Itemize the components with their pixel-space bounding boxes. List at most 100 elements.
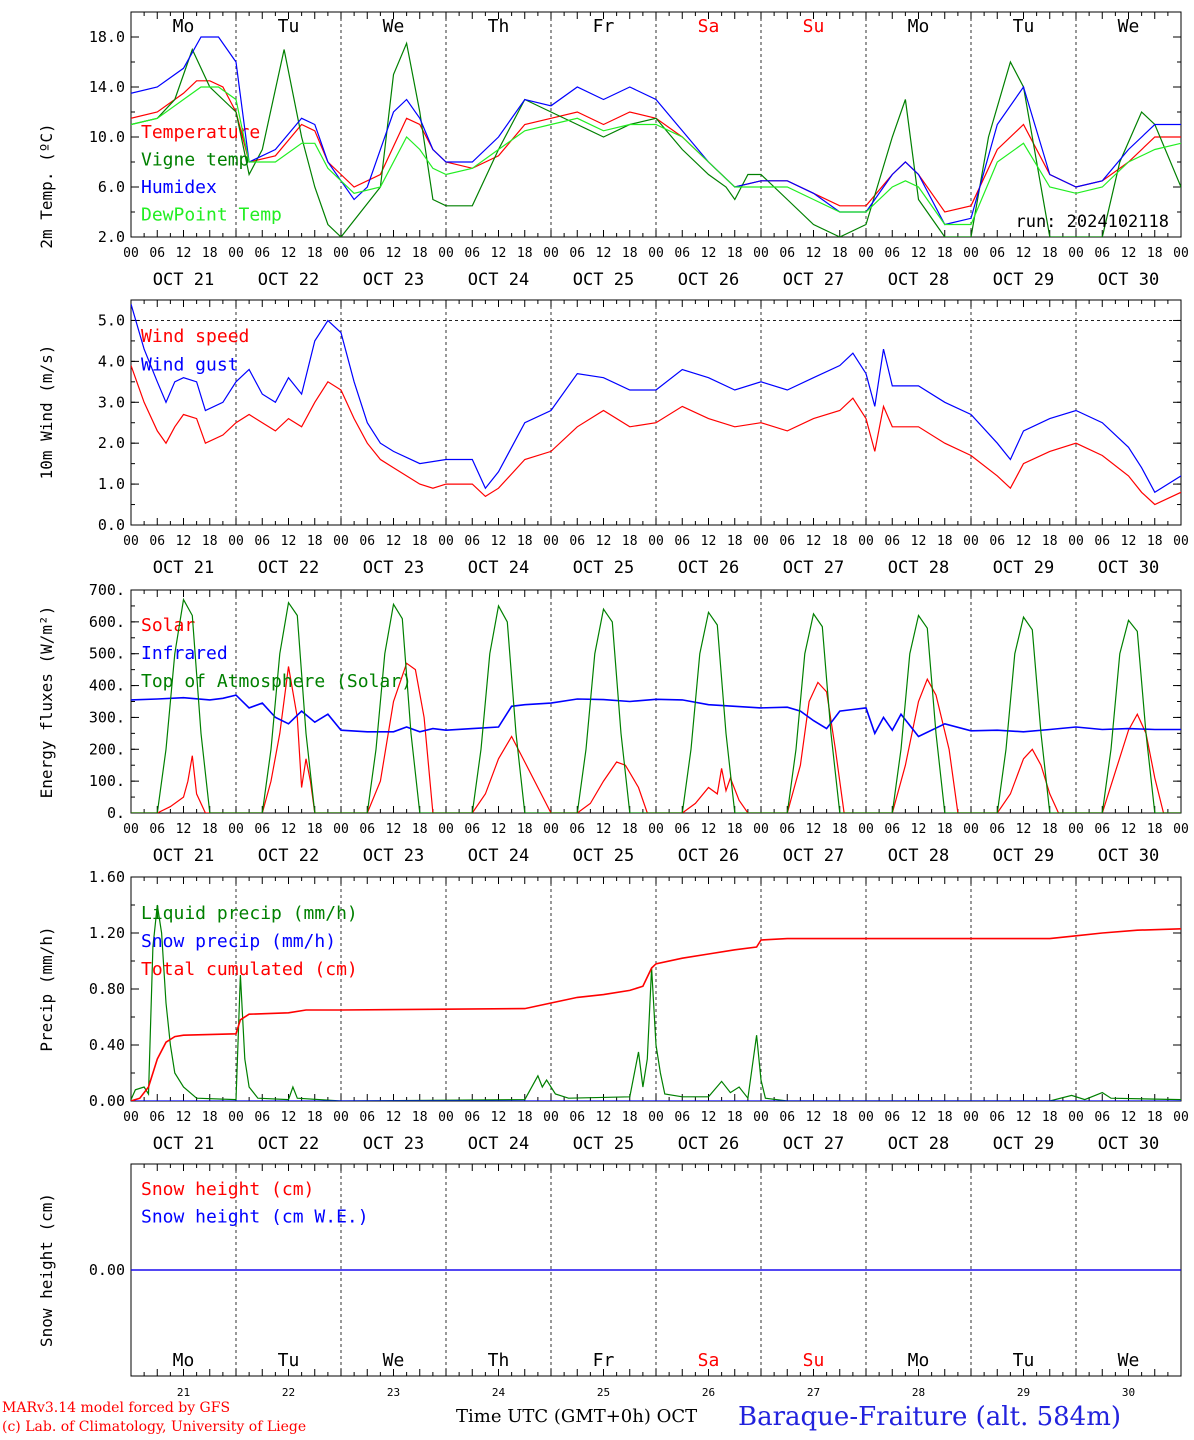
x-hour-label: 06 — [254, 246, 270, 261]
y-tick-label: 0.00 — [89, 1261, 125, 1279]
x-hour-label: 00 — [963, 534, 979, 549]
x-hour-label: 12 — [806, 822, 822, 837]
x-hour-label: 00 — [1068, 534, 1084, 549]
lab-credit: (c) Lab. of Climatology, University of L… — [2, 1419, 307, 1435]
x-hour-label: 06 — [149, 822, 165, 837]
x-hour-label: 00 — [1173, 534, 1189, 549]
x-hour-label: 18 — [727, 246, 743, 261]
x-date-label: OCT 27 — [783, 1134, 844, 1154]
x-hour-label: 00 — [543, 246, 559, 261]
day-number-label: 29 — [1017, 1386, 1030, 1399]
x-hour-label: 18 — [517, 1110, 533, 1125]
x-hour-label: 00 — [753, 1110, 769, 1125]
series-line-humidex — [131, 36, 1181, 226]
x-date-label: OCT 24 — [468, 846, 529, 866]
x-hour-label: 12 — [1121, 534, 1137, 549]
x-date-label: OCT 29 — [993, 1134, 1054, 1154]
x-hour-label: 18 — [937, 246, 953, 261]
x-hour-label: 18 — [202, 822, 218, 837]
x-hour-label: 18 — [1042, 534, 1058, 549]
x-hour-label: 06 — [149, 534, 165, 549]
x-hour-label: 12 — [911, 534, 927, 549]
y-axis-label: 2m Temp. (ºC) — [37, 123, 56, 248]
y-tick-label: 1.60 — [89, 868, 125, 886]
x-date-label: OCT 28 — [888, 270, 949, 290]
x-hour-label: 18 — [412, 1110, 428, 1125]
x-hour-label: 18 — [412, 246, 428, 261]
y-axis-label: 10m Wind (m/s) — [37, 345, 56, 480]
run-label: run: 2024102118 — [1015, 212, 1169, 232]
x-hour-label: 00 — [648, 246, 664, 261]
x-hour-label: 00 — [333, 534, 349, 549]
x-hour-label: 06 — [359, 822, 375, 837]
y-tick-label: 6.0 — [98, 178, 125, 196]
x-hour-label: 12 — [911, 822, 927, 837]
x-date-label: OCT 22 — [258, 1134, 319, 1154]
x-hour-label: 00 — [123, 1110, 139, 1125]
x-hour-label: 06 — [884, 822, 900, 837]
x-date-label: OCT 27 — [783, 846, 844, 866]
x-hour-label: 06 — [569, 534, 585, 549]
y-tick-label: 0.40 — [89, 1036, 125, 1054]
x-date-label: OCT 30 — [1098, 558, 1159, 578]
x-hour-label: 06 — [149, 246, 165, 261]
x-date-label: OCT 22 — [258, 846, 319, 866]
x-hour-label: 06 — [254, 822, 270, 837]
x-hour-label: 00 — [123, 822, 139, 837]
x-hour-label: 00 — [333, 1110, 349, 1125]
x-hour-label: 06 — [1094, 822, 1110, 837]
x-hour-label: 00 — [543, 1110, 559, 1125]
y-tick-label: 400. — [89, 677, 125, 695]
x-hour-label: 12 — [491, 246, 507, 261]
x-hour-label: 06 — [989, 534, 1005, 549]
day-abbr-label: We — [383, 16, 405, 37]
x-date-label: OCT 30 — [1098, 846, 1159, 866]
x-hour-label: 12 — [176, 246, 192, 261]
x-hour-label: 12 — [281, 534, 297, 549]
x-hour-label: 18 — [937, 1110, 953, 1125]
x-hour-label: 12 — [701, 534, 717, 549]
y-tick-label: 1.20 — [89, 924, 125, 942]
day-abbr-label: Mo — [173, 1350, 195, 1371]
x-hour-label: 06 — [884, 534, 900, 549]
x-hour-label: 06 — [989, 1110, 1005, 1125]
day-abbr-label: Su — [803, 1350, 825, 1371]
x-hour-label: 12 — [491, 822, 507, 837]
x-hour-label: 06 — [254, 534, 270, 549]
x-hour-label: 00 — [858, 822, 874, 837]
legend-entry: Solar — [141, 615, 195, 636]
x-hour-label: 00 — [963, 822, 979, 837]
panel-3: 0. 100. 200. 300. 400. 500. 600. 700. Energy flu… — [37, 581, 1189, 866]
y-axis-label: Snow height (cm) — [37, 1193, 56, 1347]
x-hour-label: 18 — [1042, 246, 1058, 261]
y-tick-label: 4.0 — [98, 352, 125, 370]
x-hour-label: 06 — [674, 822, 690, 837]
day-abbr-label: Su — [803, 16, 825, 37]
x-hour-label: 06 — [359, 246, 375, 261]
day-number-label: 24 — [492, 1386, 506, 1399]
x-hour-label: 12 — [281, 246, 297, 261]
x-hour-label: 06 — [569, 246, 585, 261]
series-line-wind-speed — [131, 365, 1181, 506]
x-date-label: OCT 26 — [678, 558, 739, 578]
x-hour-label: 06 — [1094, 534, 1110, 549]
x-hour-label: 18 — [727, 822, 743, 837]
day-abbr-label: Mo — [908, 1350, 930, 1371]
x-hour-label: 00 — [963, 1110, 979, 1125]
x-hour-label: 18 — [202, 246, 218, 261]
x-hour-label: 00 — [438, 822, 454, 837]
x-hour-label: 18 — [202, 1110, 218, 1125]
x-hour-label: 12 — [596, 534, 612, 549]
x-hour-label: 12 — [1121, 246, 1137, 261]
y-tick-label: 200. — [89, 740, 125, 758]
day-abbr-label: Th — [488, 16, 510, 37]
x-hour-label: 00 — [1173, 1110, 1189, 1125]
x-hour-label: 12 — [386, 1110, 402, 1125]
x-hour-label: 06 — [569, 822, 585, 837]
x-date-label: OCT 28 — [888, 1134, 949, 1154]
y-tick-label: 1.0 — [98, 475, 125, 493]
series-line-wind-gust — [131, 303, 1181, 494]
x-hour-label: 12 — [1121, 822, 1137, 837]
x-hour-label: 12 — [1016, 1110, 1032, 1125]
y-tick-label: 18.0 — [89, 28, 125, 46]
